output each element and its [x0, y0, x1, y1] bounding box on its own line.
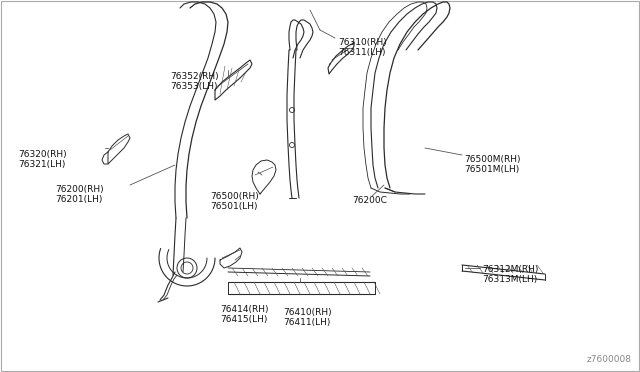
Text: 76352(RH)
76353(LH): 76352(RH) 76353(LH): [170, 72, 219, 92]
Text: 76200(RH)
76201(LH): 76200(RH) 76201(LH): [55, 185, 104, 204]
Text: z7600008: z7600008: [587, 355, 632, 364]
Text: 76312M(RH)
76313M(LH): 76312M(RH) 76313M(LH): [482, 265, 538, 285]
Text: 76320(RH)
76321(LH): 76320(RH) 76321(LH): [18, 150, 67, 169]
Text: 76414(RH)
76415(LH): 76414(RH) 76415(LH): [220, 305, 269, 324]
Text: 76200C: 76200C: [352, 196, 387, 205]
Text: 76310(RH)
76311(LH): 76310(RH) 76311(LH): [338, 38, 387, 57]
Text: 76500(RH)
76501(LH): 76500(RH) 76501(LH): [210, 192, 259, 211]
Text: 76500M(RH)
76501M(LH): 76500M(RH) 76501M(LH): [464, 155, 520, 174]
Text: 76410(RH)
76411(LH): 76410(RH) 76411(LH): [283, 308, 332, 327]
